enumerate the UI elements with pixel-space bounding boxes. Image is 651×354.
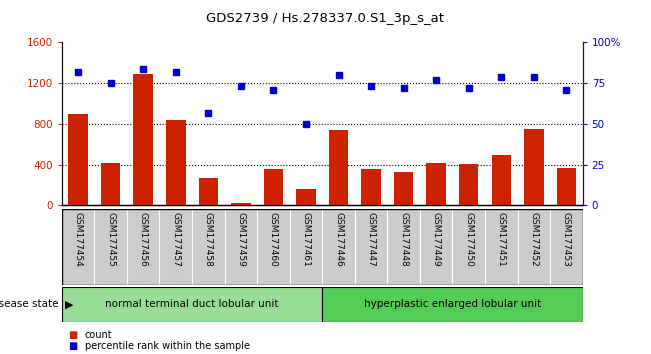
Bar	[225, 209, 257, 285]
Bar	[264, 169, 283, 205]
Bar	[329, 130, 348, 205]
Bar	[322, 209, 355, 285]
Bar	[257, 209, 290, 285]
Text: normal terminal duct lobular unit: normal terminal duct lobular unit	[105, 299, 279, 309]
Text: GDS2739 / Hs.278337.0.S1_3p_s_at: GDS2739 / Hs.278337.0.S1_3p_s_at	[206, 12, 445, 25]
Bar	[492, 155, 511, 205]
Bar	[355, 209, 387, 285]
Bar	[322, 287, 583, 322]
Bar	[361, 169, 381, 205]
Text: GSM177446: GSM177446	[334, 212, 343, 267]
Bar	[524, 129, 544, 205]
Text: GSM177452: GSM177452	[529, 212, 538, 267]
Bar	[426, 162, 446, 205]
Bar	[452, 209, 485, 285]
Text: disease state: disease state	[0, 299, 59, 309]
Text: GSM177451: GSM177451	[497, 212, 506, 267]
Text: GSM177454: GSM177454	[74, 212, 83, 267]
Text: GSM177449: GSM177449	[432, 212, 441, 267]
Text: GSM177453: GSM177453	[562, 212, 571, 267]
Bar	[290, 209, 322, 285]
Bar	[133, 74, 153, 205]
Bar	[62, 209, 94, 285]
Text: GSM177447: GSM177447	[367, 212, 376, 267]
Bar	[231, 203, 251, 205]
Text: GSM177450: GSM177450	[464, 212, 473, 267]
Text: GSM177455: GSM177455	[106, 212, 115, 267]
Bar	[192, 209, 225, 285]
Bar	[68, 114, 88, 205]
Bar	[387, 209, 420, 285]
Bar	[394, 172, 413, 205]
Text: GSM177458: GSM177458	[204, 212, 213, 267]
Bar	[199, 178, 218, 205]
Text: ■: ■	[68, 341, 77, 351]
Bar	[557, 168, 576, 205]
Text: GSM177456: GSM177456	[139, 212, 148, 267]
Text: GSM177460: GSM177460	[269, 212, 278, 267]
Text: GSM177457: GSM177457	[171, 212, 180, 267]
Bar	[296, 189, 316, 205]
Bar	[94, 209, 127, 285]
Text: GSM177459: GSM177459	[236, 212, 245, 267]
Text: hyperplastic enlarged lobular unit: hyperplastic enlarged lobular unit	[364, 299, 541, 309]
Bar	[166, 120, 186, 205]
Text: ■: ■	[68, 330, 77, 339]
Bar	[159, 209, 192, 285]
Bar	[62, 287, 322, 322]
Bar	[101, 162, 120, 205]
Text: percentile rank within the sample: percentile rank within the sample	[85, 341, 249, 351]
Text: ▶: ▶	[65, 299, 74, 309]
Text: GSM177461: GSM177461	[301, 212, 311, 267]
Text: count: count	[85, 330, 112, 339]
Bar	[459, 164, 478, 205]
Bar	[127, 209, 159, 285]
Bar	[550, 209, 583, 285]
Text: GSM177448: GSM177448	[399, 212, 408, 267]
Bar	[485, 209, 518, 285]
Bar	[518, 209, 550, 285]
Bar	[420, 209, 452, 285]
